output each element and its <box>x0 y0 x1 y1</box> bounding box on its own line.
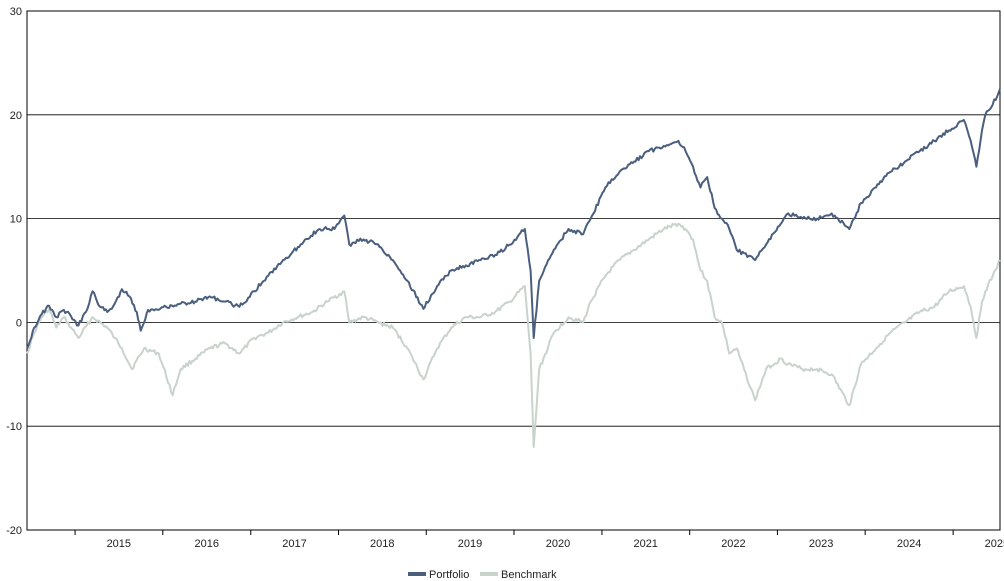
x-axis: 2015 2016 2017 2018 2019 2020 2021 2022 2023 2024… <box>74 530 1004 550</box>
gridlines <box>26 10 1001 531</box>
x-tick-label: 2020 <box>546 538 570 550</box>
y-tick-label: 0 <box>16 317 22 329</box>
y-tick-label: 30 <box>10 6 22 18</box>
x-tick-label: 2016 <box>195 538 219 550</box>
plot-frame <box>26 10 1001 531</box>
series-line-benchmark <box>26 222 1001 448</box>
x-tick-label: 2025 <box>985 538 1004 550</box>
legend: Portfolio Benchmark <box>408 569 557 581</box>
y-tick-label: -20 <box>6 525 22 537</box>
x-tick-label: 2018 <box>370 538 394 550</box>
y-axis: -20 -10 0 10 20 30 <box>6 6 22 537</box>
x-tick-label: 2017 <box>282 538 306 550</box>
plot-area <box>26 88 1001 448</box>
x-tick-label: 2019 <box>458 538 482 550</box>
series-line-portfolio <box>26 88 1001 349</box>
legend-label-portfolio: Portfolio <box>429 569 469 581</box>
x-tick-label: 2024 <box>897 538 921 550</box>
legend-label-benchmark: Benchmark <box>501 569 557 581</box>
x-tick-label: 2023 <box>809 538 833 550</box>
y-tick-label: -10 <box>6 421 22 433</box>
y-tick-label: 20 <box>10 110 22 122</box>
x-tick-label: 2022 <box>721 538 745 550</box>
x-tick-label: 2015 <box>107 538 131 550</box>
y-tick-label: 10 <box>10 214 22 226</box>
x-tick-label: 2021 <box>633 538 657 550</box>
